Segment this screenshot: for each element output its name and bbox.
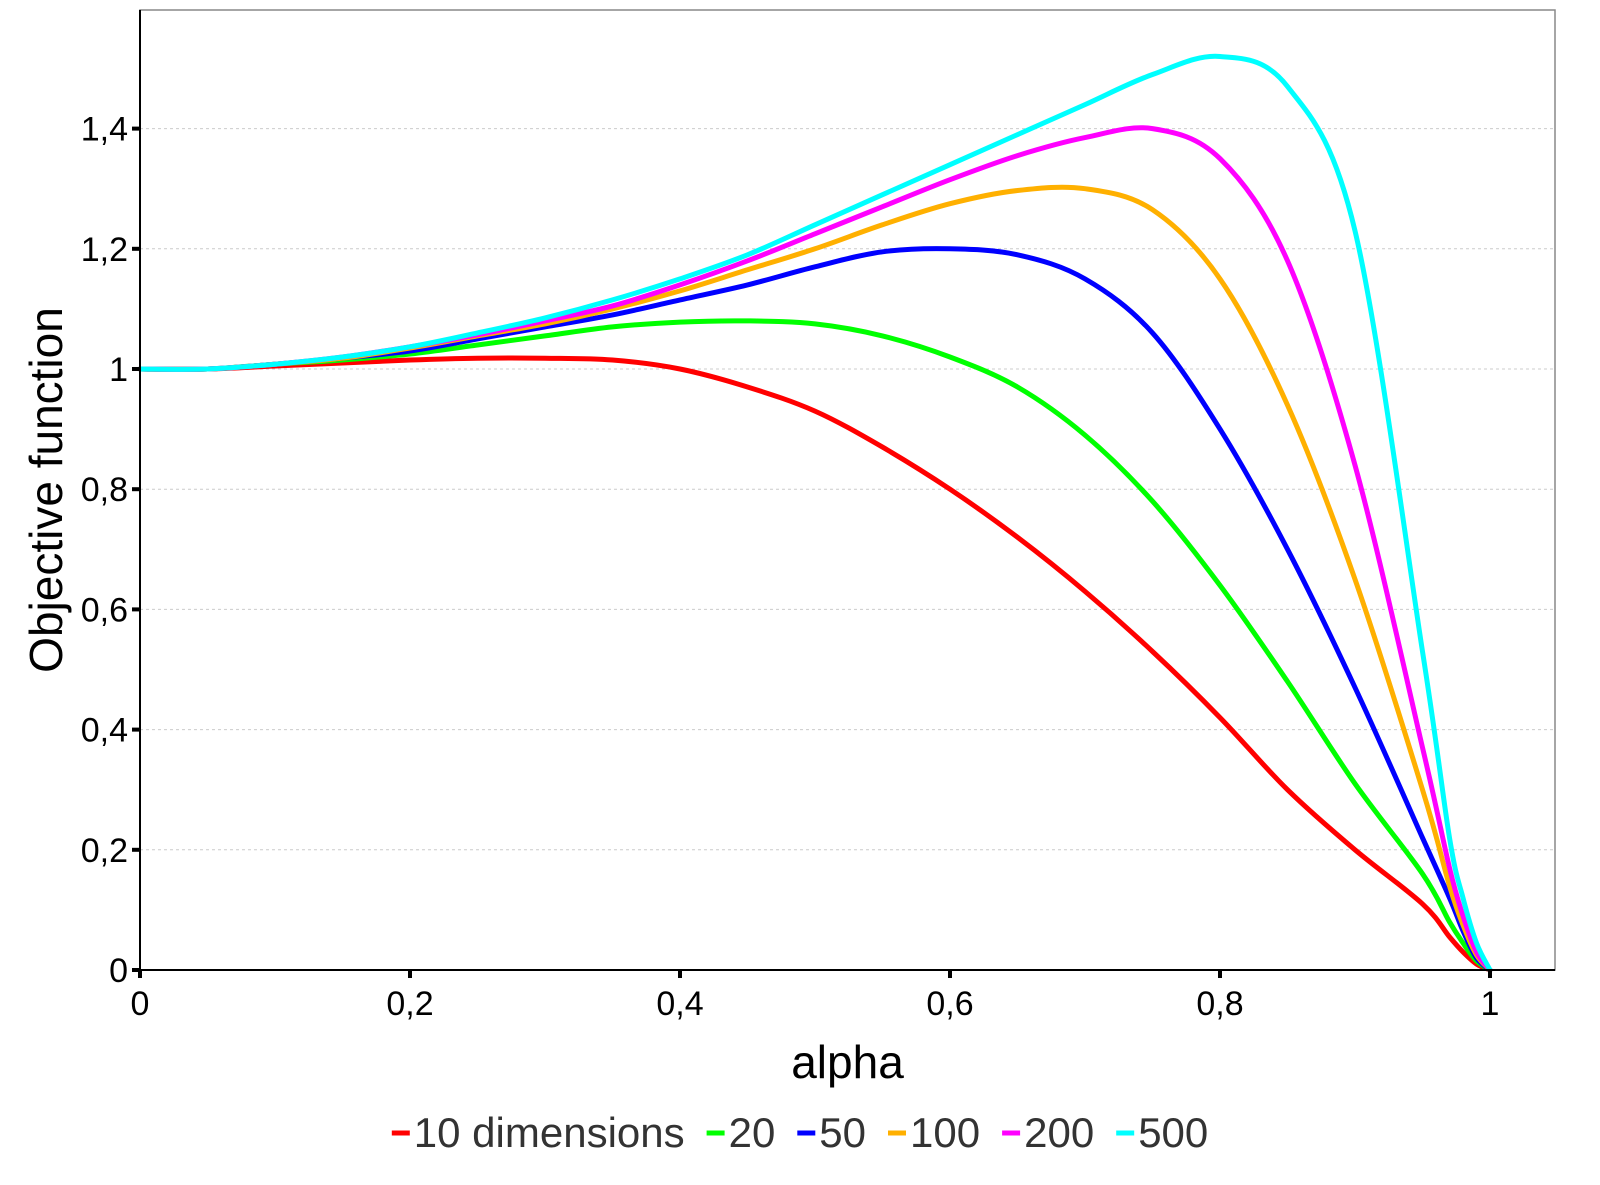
legend-label: 100 [910,1109,980,1156]
legend-label: 500 [1138,1109,1208,1156]
legend-label: 50 [819,1109,866,1156]
legend-label: 200 [1024,1109,1094,1156]
legend-label: 20 [729,1109,776,1156]
axes: 0 0,2 0,4 0,6 0,8 1 0 0,2 0,4 0,6 0,8 1 1,2 1,4 [81,10,1555,1023]
legend-item-0: 10 dimensions [391,1109,685,1156]
grid-lines [140,128,1555,851]
y-tick-label: 0,4 [81,712,128,750]
legend-item-4: 200 [1002,1109,1094,1156]
y-axis-title: Objective function [20,307,72,673]
series-line-5 [137,53,1493,973]
legend-item-2: 50 [797,1109,866,1156]
series-line-2 [137,246,1493,973]
x-axis-title: alpha [791,1036,904,1088]
x-tick-label: 0,2 [386,985,433,1023]
legend-item-1: 20 [706,1109,776,1156]
x-tick-label: 1 [1481,985,1500,1023]
x-tick-label: 0,6 [926,985,973,1023]
x-tick-label: 0,4 [656,985,703,1023]
series-line-0 [137,355,1493,973]
y-tick-label: 1 [109,351,128,389]
legend-item-3: 100 [888,1109,980,1156]
plot-area-border [139,9,1556,971]
y-tick-label: 0 [109,952,128,990]
y-tick-label: 1,4 [81,111,128,149]
y-tick-label: 0,8 [81,471,128,509]
y-tick-label: 0,2 [81,832,128,870]
y-tick-label: 1,2 [81,231,128,269]
series-lines [137,53,1493,973]
y-tick-label: 0,6 [81,591,128,629]
legend-label: 10 dimensions [414,1109,685,1156]
series-line-3 [137,184,1493,973]
x-tick-label: 0,8 [1196,985,1243,1023]
x-tick-label: 0 [131,985,150,1023]
series-line-1 [137,318,1493,973]
legend-item-5: 500 [1116,1109,1208,1156]
legend: 10 dimensions 20 50 100 200 500 [391,1109,1208,1156]
